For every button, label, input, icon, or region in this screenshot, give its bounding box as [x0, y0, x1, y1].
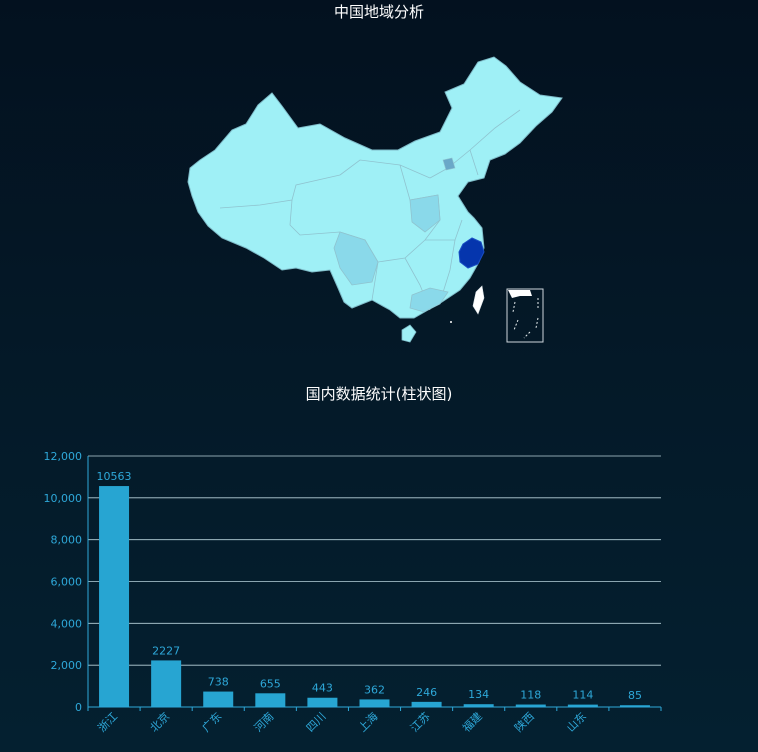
data-label: 118: [520, 689, 541, 702]
bar[interactable]: [619, 705, 650, 707]
y-tick-label: 2,000: [51, 659, 83, 672]
island-dot: [450, 321, 452, 323]
china-map[interactable]: [0, 0, 758, 380]
data-label: 443: [312, 682, 333, 695]
province-guangdong[interactable]: [409, 287, 449, 313]
province-henan[interactable]: [409, 194, 441, 233]
bar[interactable]: [463, 704, 494, 707]
y-tick-label: 0: [75, 701, 82, 714]
x-tick-label: 陕西: [511, 709, 536, 734]
south-china-sea-inset: [506, 288, 544, 343]
labels: 0 2,000 4,000 6,000 8,000 10,000 12,000 10563 浙江…: [44, 450, 642, 735]
province-zhejiang[interactable]: [458, 237, 485, 269]
x-tick-label: 广东: [200, 710, 225, 735]
y-tick-label: 6,000: [51, 576, 83, 589]
province-beijing[interactable]: [442, 157, 456, 171]
bar[interactable]: [99, 486, 130, 707]
province-hainan[interactable]: [401, 324, 417, 343]
axes: [87, 456, 662, 711]
data-label: 655: [260, 677, 281, 690]
x-tick-label: 上海: [355, 709, 380, 734]
bar[interactable]: [203, 691, 234, 707]
province-sichuan[interactable]: [333, 231, 379, 286]
x-tick-label: 河南: [252, 710, 277, 735]
bar[interactable]: [151, 660, 182, 707]
data-label: 246: [416, 686, 437, 699]
x-tick-label: 四川: [304, 710, 329, 735]
x-tick-label: 福建: [459, 709, 484, 734]
grid-lines: [88, 455, 661, 666]
data-label: 2227: [152, 644, 180, 657]
y-tick-label: 10,000: [44, 492, 83, 505]
x-tick-label: 北京: [147, 709, 172, 734]
bar[interactable]: [515, 704, 546, 707]
bar[interactable]: [307, 697, 338, 707]
bar[interactable]: [255, 693, 286, 707]
y-tick-label: 12,000: [44, 450, 83, 463]
data-label: 114: [572, 689, 593, 702]
x-tick-label: 江苏: [408, 710, 433, 735]
x-tick-label: 浙江: [95, 710, 120, 735]
bar-chart-title: 国内数据统计(柱状图): [305, 385, 453, 403]
bar[interactable]: [411, 701, 442, 707]
data-label: 134: [468, 688, 489, 701]
x-tick-label: 山东: [564, 710, 589, 735]
bars: [99, 486, 650, 707]
province-taiwan[interactable]: [472, 285, 485, 315]
data-label: 10563: [97, 470, 132, 483]
data-label: 738: [208, 676, 229, 689]
data-label: 362: [364, 683, 385, 696]
bar[interactable]: [567, 704, 598, 707]
bar[interactable]: [359, 699, 390, 707]
y-tick-label: 4,000: [51, 617, 83, 630]
data-label: 85: [628, 689, 642, 702]
map-title: 中国地域分析: [333, 3, 424, 21]
y-tick-label: 8,000: [51, 534, 83, 547]
